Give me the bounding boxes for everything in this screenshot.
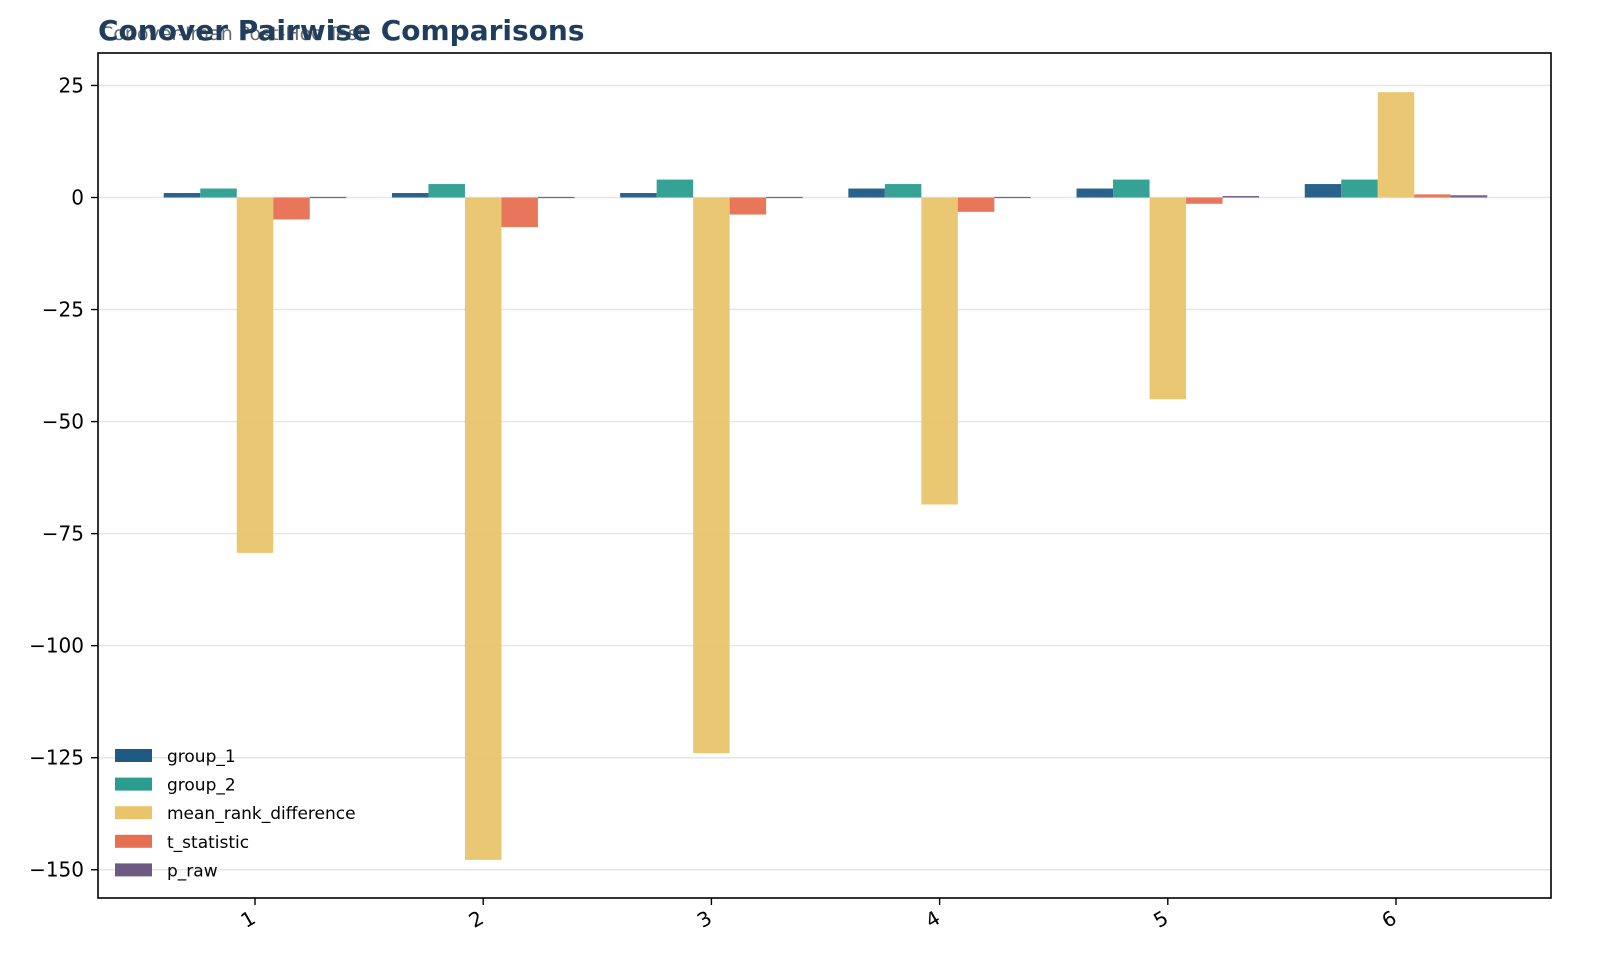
bar-group-2-1 xyxy=(200,188,237,198)
bar-mean-rank-difference-5 xyxy=(1149,197,1187,400)
bar-mean-rank-difference-3 xyxy=(693,197,730,754)
y-tick-label: 25 xyxy=(59,73,84,97)
bar-mean-rank-difference-4 xyxy=(921,197,958,505)
x-tick-label: 3 xyxy=(693,906,716,933)
y-tick-label: −50 xyxy=(42,410,84,434)
bar-p-raw-5 xyxy=(1222,196,1260,198)
bar-group-2-4 xyxy=(884,184,922,198)
bar-t-statistic-5 xyxy=(1186,197,1223,204)
bar-p-raw-4 xyxy=(994,196,1031,199)
y-tick-label: −125 xyxy=(29,746,84,770)
bar-group-1-6 xyxy=(1304,184,1342,198)
y-tick-label: 0 xyxy=(71,186,84,210)
bar-t-statistic-1 xyxy=(273,197,310,220)
x-tick-label: 2 xyxy=(465,906,488,933)
bar-group-2-5 xyxy=(1113,179,1150,198)
legend-swatch-group-2 xyxy=(115,777,152,791)
legend-swatch-mean-rank-difference xyxy=(115,806,152,820)
legend-swatch-t-statistic xyxy=(115,834,152,848)
bar-mean-rank-difference-2 xyxy=(464,197,502,860)
legend: group_1 group_2 mean_rank_difference t_stat… xyxy=(115,747,356,881)
y-tick-label: −75 xyxy=(42,522,84,546)
legend-label-t-statistic: t_statistic xyxy=(167,833,249,853)
bar-t-statistic-3 xyxy=(729,197,767,215)
bar-group-1-1 xyxy=(163,193,201,198)
bar-t-statistic-4 xyxy=(957,197,995,212)
bar-p-raw-6 xyxy=(1450,195,1488,198)
bar-group-1-3 xyxy=(620,193,657,198)
legend-swatch-p-raw xyxy=(115,863,152,877)
bar-group-2-2 xyxy=(428,184,465,198)
axes-frame xyxy=(97,52,1552,899)
chart-subtitle: Conover-Iman Post-Hoc Test xyxy=(100,23,365,45)
legend-label-p-raw: p_raw xyxy=(167,861,218,881)
legend-label-group-1: group_1 xyxy=(167,747,236,767)
bar-mean-rank-difference-6 xyxy=(1377,92,1415,198)
y-tick-label: −25 xyxy=(42,298,84,322)
legend-label-group-2: group_2 xyxy=(167,776,236,796)
y-tick-label: −100 xyxy=(29,634,84,658)
x-tick-label: 6 xyxy=(1377,906,1400,933)
bar-group-1-2 xyxy=(391,193,429,198)
chart-title: Conover Pairwise Comparisons xyxy=(98,14,585,47)
bar-group-2-6 xyxy=(1341,179,1378,198)
bar-p-raw-1 xyxy=(309,196,347,199)
grid-layer xyxy=(98,84,1551,871)
bar-p-raw-2 xyxy=(537,196,575,199)
bar-group-1-4 xyxy=(848,188,885,198)
bar-t-statistic-2 xyxy=(501,197,538,228)
bar-group-2-3 xyxy=(656,179,694,198)
x-tick-label: 4 xyxy=(921,906,944,933)
bar-p-raw-3 xyxy=(766,196,803,199)
x-tick-label: 5 xyxy=(1149,906,1172,933)
bar-mean-rank-difference-1 xyxy=(236,197,274,553)
bar-t-statistic-6 xyxy=(1414,194,1451,198)
bars-layer xyxy=(163,92,1488,860)
legend-label-mean-rank-difference: mean_rank_difference xyxy=(167,804,356,824)
y-tick-label: −150 xyxy=(29,858,84,882)
legend-swatch-group-1 xyxy=(115,749,152,762)
bar-group-1-5 xyxy=(1076,188,1114,198)
x-tick-label: 1 xyxy=(236,906,259,933)
